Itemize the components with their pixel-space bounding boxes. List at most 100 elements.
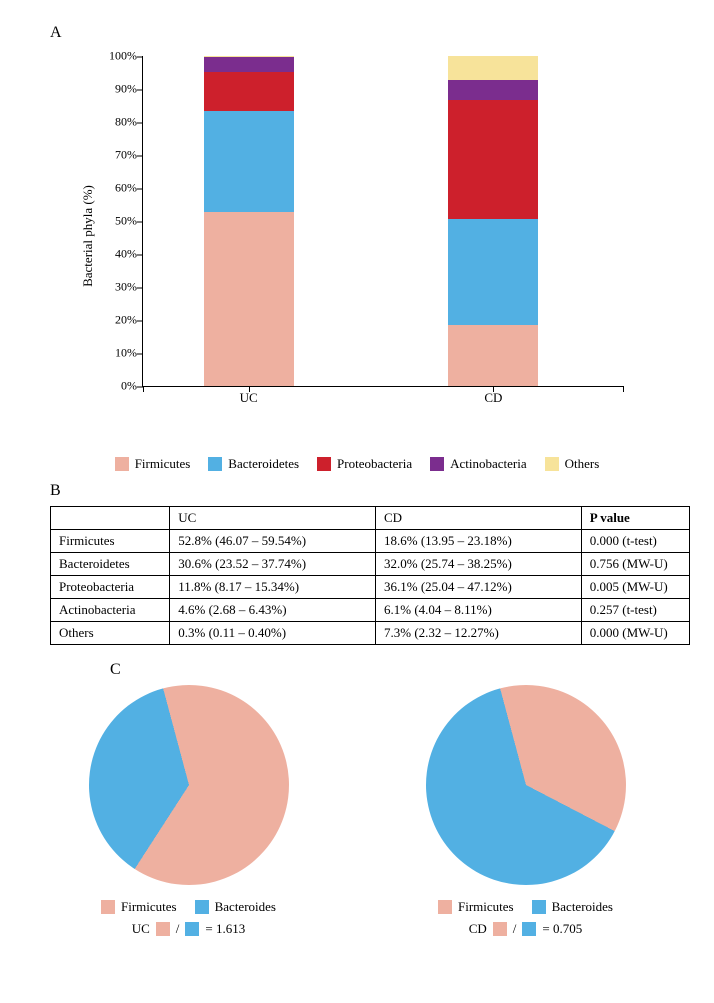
y-tick: 50% (97, 214, 137, 229)
ratio-swatch-bacteroidetes (522, 922, 536, 936)
y-tick: 40% (97, 247, 137, 262)
table-cell: 30.6% (23.52 – 37.74%) (170, 553, 376, 576)
legend-swatch (317, 457, 331, 471)
pie-chart-uc (66, 663, 311, 908)
legend-item-bacteroidetes: Bacteroidetes (208, 456, 299, 472)
legend-item-proteobacteria: Proteobacteria (317, 456, 412, 472)
table-cell: Proteobacteria (51, 576, 170, 599)
table-cell: 0.000 (MW-U) (581, 622, 689, 645)
legend-label: Firmicutes (458, 899, 514, 915)
legend-item-bacteroidetes: Bacteroides (195, 899, 276, 915)
legend-swatch (101, 900, 115, 914)
y-axis-label: Bacterial phyla (%) (80, 185, 96, 287)
y-tick: 90% (97, 82, 137, 97)
table-cell: 0.3% (0.11 – 0.40%) (170, 622, 376, 645)
seg-firmicutes (204, 212, 294, 386)
y-tick: 70% (97, 148, 137, 163)
y-tick: 20% (97, 313, 137, 328)
legend-label: Firmicutes (135, 456, 191, 472)
legend-label: Bacteroidetes (228, 456, 299, 472)
legend-swatch (438, 900, 452, 914)
ratio-prefix: UC (132, 921, 150, 937)
legend-item-bacteroidetes: Bacteroides (532, 899, 613, 915)
table-cell: Actinobacteria (51, 599, 170, 622)
pie-block-uc: Firmicutes Bacteroides UC / = 1.613 (89, 685, 289, 937)
table-cell: 4.6% (2.68 – 6.43%) (170, 599, 376, 622)
table-cell: 7.3% (2.32 – 12.27%) (375, 622, 581, 645)
legend-swatch (208, 457, 222, 471)
table-header: CD (375, 507, 581, 530)
ratio-prefix: CD (469, 921, 487, 937)
table-row: Actinobacteria4.6% (2.68 – 6.43%)6.1% (4… (51, 599, 690, 622)
y-tick: 60% (97, 181, 137, 196)
legend-label: Others (565, 456, 600, 472)
chart-a-legend: Firmicutes Bacteroidetes Proteobacteria Act… (20, 456, 694, 472)
legend-item-firmicutes: Firmicutes (438, 899, 514, 915)
legend-swatch (430, 457, 444, 471)
y-tick: 0% (97, 379, 137, 394)
seg-others (448, 56, 538, 80)
pie-legend: Firmicutes Bacteroides (89, 899, 289, 915)
seg-bacteroidetes (448, 219, 538, 325)
legend-label: Bacteroides (215, 899, 276, 915)
seg-proteobacteria (448, 100, 538, 219)
table-row: Firmicutes52.8% (46.07 – 59.54%)18.6% (1… (51, 530, 690, 553)
ratio-slash: / (176, 921, 180, 937)
y-tick: 30% (97, 280, 137, 295)
table-cell: Others (51, 622, 170, 645)
table-header: P value (581, 507, 689, 530)
ratio-swatch-bacteroidetes (185, 922, 199, 936)
legend-item-actinobacteria: Actinobacteria (430, 456, 527, 472)
seg-firmicutes (448, 325, 538, 386)
legend-label: Firmicutes (121, 899, 177, 915)
table-cell: Bacteroidetes (51, 553, 170, 576)
x-tick-label: UC (240, 390, 258, 406)
legend-item-firmicutes: Firmicutes (101, 899, 177, 915)
ratio-slash: / (513, 921, 517, 937)
panel-a-label: A (50, 24, 694, 42)
table-header (51, 507, 170, 530)
y-tick: 100% (97, 49, 137, 64)
table-cell: 18.6% (13.95 – 23.18%) (375, 530, 581, 553)
table-cell: 52.8% (46.07 – 59.54%) (170, 530, 376, 553)
table-cell: 32.0% (25.74 – 38.25%) (375, 553, 581, 576)
ratio-value: = 0.705 (542, 921, 582, 937)
table-cell: 11.8% (8.17 – 15.34%) (170, 576, 376, 599)
legend-swatch (532, 900, 546, 914)
seg-proteobacteria (204, 72, 294, 111)
panel-b-label: B (50, 482, 694, 500)
stacked-bar-chart: Bacterial phyla (%) 0%10%20%30%40%50%60%… (90, 46, 650, 426)
bar-uc (204, 56, 294, 386)
table-row: Others0.3% (0.11 – 0.40%)7.3% (2.32 – 12… (51, 622, 690, 645)
pie-block-cd: Firmicutes Bacteroides CD / = 0.705 (426, 685, 626, 937)
y-tick: 10% (97, 346, 137, 361)
x-tick-label: CD (484, 390, 502, 406)
ratio-swatch-firmicutes (493, 922, 507, 936)
pie-chart-cd (403, 663, 648, 908)
legend-label: Actinobacteria (450, 456, 527, 472)
pie-charts-row: FirmicutesBacteroidesUC/= 1.613Firmicute… (20, 685, 694, 937)
legend-label: Proteobacteria (337, 456, 412, 472)
seg-actinobacteria (204, 57, 294, 72)
legend-swatch (545, 457, 559, 471)
table-cell: Firmicutes (51, 530, 170, 553)
ratio-line: CD / = 0.705 (426, 921, 626, 937)
bar-cd (448, 56, 538, 386)
table-cell: 36.1% (25.04 – 47.12%) (375, 576, 581, 599)
seg-bacteroidetes (204, 111, 294, 212)
table-cell: 0.000 (t-test) (581, 530, 689, 553)
table-row: Proteobacteria11.8% (8.17 – 15.34%)36.1%… (51, 576, 690, 599)
legend-item-others: Others (545, 456, 600, 472)
pie-legend: Firmicutes Bacteroides (426, 899, 626, 915)
phyla-table: UCCDP valueFirmicutes52.8% (46.07 – 59.5… (50, 506, 690, 645)
table-row: Bacteroidetes30.6% (23.52 – 37.74%)32.0%… (51, 553, 690, 576)
ratio-line: UC / = 1.613 (89, 921, 289, 937)
y-tick: 80% (97, 115, 137, 130)
legend-swatch (195, 900, 209, 914)
ratio-value: = 1.613 (205, 921, 245, 937)
legend-label: Bacteroides (552, 899, 613, 915)
legend-item-firmicutes: Firmicutes (115, 456, 191, 472)
table-header: UC (170, 507, 376, 530)
legend-swatch (115, 457, 129, 471)
table-cell: 6.1% (4.04 – 8.11%) (375, 599, 581, 622)
